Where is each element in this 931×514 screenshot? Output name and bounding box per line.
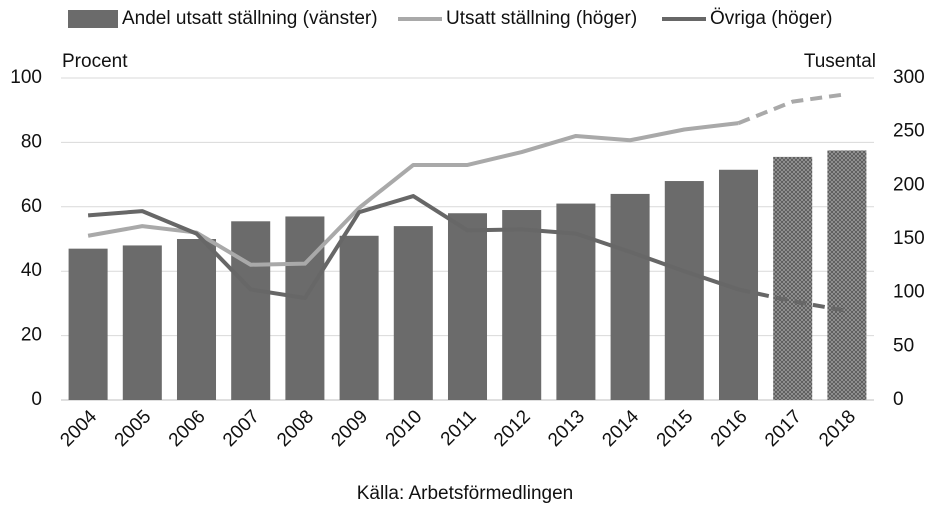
- x-tick-label: 2009: [327, 406, 372, 451]
- legend-swatch: [68, 10, 118, 28]
- line: [87, 194, 740, 301]
- x-tick-label: 2018: [815, 406, 860, 451]
- x-tick-label: 2005: [111, 406, 156, 451]
- bar: [122, 245, 162, 400]
- x-tick-label: 2004: [56, 406, 101, 451]
- y-tick-label: 80: [21, 131, 42, 152]
- bar: [664, 181, 704, 400]
- y2-tick-label: 150: [893, 228, 925, 249]
- legend-label: Övriga (höger): [710, 8, 833, 29]
- y2-tick-label: 0: [893, 389, 904, 410]
- bar: [68, 248, 108, 400]
- x-tick-label: 2011: [437, 406, 481, 450]
- y-tick-label: 100: [10, 67, 42, 88]
- x-tick-label: 2016: [707, 406, 752, 451]
- y-tick-label: 20: [21, 325, 42, 346]
- y2-tick-label: 50: [893, 335, 914, 356]
- bar: [610, 193, 650, 400]
- x-tick-label: 2017: [761, 406, 806, 451]
- x-tick-label: 2012: [490, 406, 535, 451]
- x-tick-label: 2014: [598, 406, 643, 451]
- y2-axis-label: Tusental: [804, 51, 876, 72]
- legend-label: Utsatt ställning (höger): [446, 8, 637, 29]
- bar: [285, 216, 325, 400]
- bar: [827, 150, 867, 400]
- x-tick-label: 2007: [219, 406, 264, 451]
- y2-tick-label: 250: [893, 121, 925, 142]
- y-tick-label: 60: [21, 196, 42, 217]
- source: Källa: Arbetsförmedlingen: [357, 483, 574, 504]
- bar: [231, 221, 271, 400]
- bar: [176, 239, 217, 400]
- line: [737, 92, 848, 125]
- y2-tick-label: 300: [893, 67, 925, 88]
- legend-label: Andel utsatt ställning (vänster): [122, 8, 378, 29]
- bar: [502, 210, 542, 400]
- y-tick-label: 0: [31, 389, 42, 410]
- y2-tick-label: 100: [893, 282, 925, 303]
- x-tick-label: 2010: [382, 406, 427, 451]
- y-axis-label: Procent: [62, 51, 128, 72]
- bar: [339, 235, 379, 400]
- x-tick-label: 2015: [653, 406, 698, 451]
- x-tick-label: 2006: [165, 406, 210, 451]
- bar: [393, 226, 433, 400]
- bar: [773, 156, 813, 400]
- y-tick-label: 40: [21, 260, 42, 281]
- bar: [447, 213, 488, 400]
- x-tick-label: 2013: [544, 406, 589, 451]
- x-tick-label: 2008: [273, 406, 318, 451]
- y2-tick-label: 200: [893, 174, 925, 195]
